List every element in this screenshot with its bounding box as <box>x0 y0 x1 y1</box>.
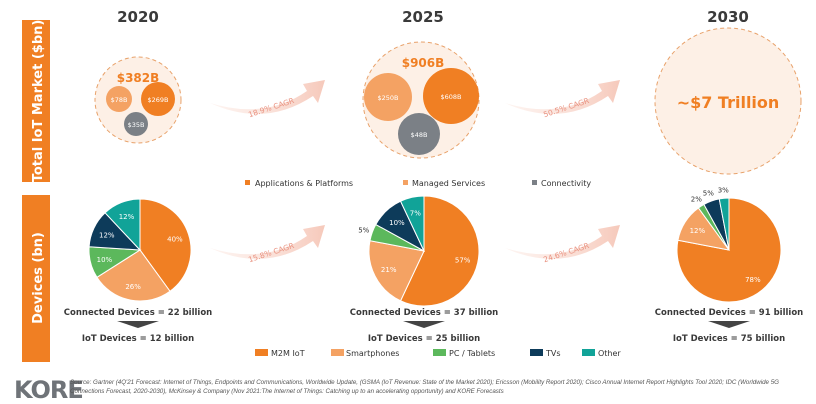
pie-slice-smartphones <box>96 249 171 302</box>
market-2030-total: ~$7 Trillion <box>677 93 780 112</box>
legend-applications: Applications & Platforms <box>255 179 353 188</box>
bubble-connectivity-2020 <box>124 112 148 136</box>
connected-devices-label: Connected Devices = 22 billion <box>64 308 212 318</box>
legend-smartphones: Smartphones <box>346 349 399 358</box>
pie-label-tvs: 12% <box>99 231 115 239</box>
legend-swatch <box>582 349 595 356</box>
curved-arrow-icon <box>210 225 325 259</box>
source-note: Source: Gartner (4Q'21 Forecast: Interne… <box>70 379 779 395</box>
pie-slice-m2m <box>139 198 192 292</box>
pie-label-pc-tablets: 2% <box>691 195 702 203</box>
curved-arrow-icon <box>505 80 620 114</box>
connected-devices-label: Connected Devices = 37 billion <box>350 308 498 318</box>
legend-connectivity: Connectivity <box>541 179 591 188</box>
bubble-label: $250B <box>377 94 398 102</box>
iot-devices-label: IoT Devices = 75 billion <box>673 334 785 344</box>
legend-swatch <box>403 180 408 185</box>
kore-logo: KORE <box>14 376 83 404</box>
down-triangle-icon <box>403 321 445 328</box>
pie-slice-smartphones <box>368 240 425 302</box>
devices-side-tab <box>22 195 50 362</box>
market-2030-circle <box>654 27 802 175</box>
bubble-label: $78B <box>111 96 128 104</box>
market-side-tab <box>22 20 50 182</box>
pie-label-pc-tablets: 10% <box>97 256 113 264</box>
market-2025-total: $906B <box>402 56 445 70</box>
pie-slice-other <box>104 198 141 252</box>
bubble-managed-services-2025 <box>364 73 412 121</box>
legend-swatch <box>245 180 250 185</box>
pie-label-pc-tablets: 5% <box>358 226 369 234</box>
legend-managed-services: Managed Services <box>412 179 485 188</box>
connected-devices-label: Connected Devices = 91 billion <box>655 308 803 318</box>
pie-label-other: 12% <box>119 213 135 221</box>
pie-label-tvs: 10% <box>389 219 405 227</box>
pie-slice-m2m <box>399 195 480 307</box>
market-2020-circle <box>94 56 182 144</box>
legend-tvs: TVs <box>545 349 561 358</box>
legend-swatch <box>433 349 446 356</box>
market-2020-total: $382B <box>117 71 160 85</box>
pie-label-smartphones: 21% <box>381 266 397 274</box>
pie-label-m2m: 40% <box>167 236 183 244</box>
iot-devices-label: IoT Devices = 25 billion <box>368 334 480 344</box>
legend-swatch <box>532 180 537 185</box>
year-2025-title: 2025 <box>402 8 444 26</box>
pie-slice-other <box>399 195 425 252</box>
market-legend: Applications & Platforms Managed Service… <box>245 179 591 188</box>
legend-other: Other <box>598 349 621 358</box>
devices-cagr-arrow-2: 24.6% CAGR <box>505 225 620 264</box>
curved-arrow-icon <box>505 225 620 259</box>
pie-label-other: 7% <box>410 209 421 217</box>
legend-pc-tablets: PC / Tablets <box>449 349 495 358</box>
pie-label-tvs: 5% <box>703 190 714 198</box>
bubble-label: $269B <box>147 96 168 104</box>
bubble-label: $35B <box>128 121 145 129</box>
devices-pie-2025: 57% 21% 5% 10% 7% <box>358 195 480 307</box>
iot-devices-label: IoT Devices = 12 billion <box>82 334 194 344</box>
legend-m2m: M2M IoT <box>271 349 305 358</box>
pie-label-other: 3% <box>718 186 729 194</box>
bubble-applications-2020 <box>141 82 175 116</box>
devices-pie-2020: 40% 26% 10% 12% 12% <box>88 198 192 302</box>
devices-cagr-arrow-1: 15.8% CAGR <box>210 225 325 264</box>
pie-label-smartphones: 12% <box>690 227 706 235</box>
market-cagr-arrow-1: 18.9% CAGR <box>210 80 325 119</box>
legend-swatch <box>530 349 543 356</box>
curved-arrow-icon <box>210 80 325 114</box>
devices-pie-2030: 78% 12% 2%5% 3% <box>676 186 782 303</box>
pie-label-m2m: 57% <box>455 257 471 265</box>
bubble-applications-2025 <box>423 68 479 124</box>
pie-slice-other <box>718 197 730 251</box>
market-side-label: Total IoT Market ($bn) <box>31 20 46 183</box>
year-2020-title: 2020 <box>117 8 159 26</box>
devices-legend: M2M IoT Smartphones PC / Tablets TVs Oth… <box>255 349 621 358</box>
down-triangle-icon <box>708 321 750 328</box>
devices-side-label: Devices (bn) <box>31 232 46 324</box>
down-triangle-icon <box>117 321 159 328</box>
legend-swatch <box>255 349 268 356</box>
legend-swatch <box>331 349 344 356</box>
bubble-label: $608B <box>440 93 461 101</box>
bubble-managed-services-2020 <box>106 86 132 112</box>
bubble-connectivity-2025 <box>398 113 440 155</box>
market-cagr-arrow-2: 50.5% CAGR <box>505 80 620 119</box>
year-2030-title: 2030 <box>707 8 749 26</box>
bubble-label: $48B <box>411 131 428 139</box>
pie-label-m2m: 78% <box>745 276 761 284</box>
pie-label-smartphones: 26% <box>125 283 141 291</box>
